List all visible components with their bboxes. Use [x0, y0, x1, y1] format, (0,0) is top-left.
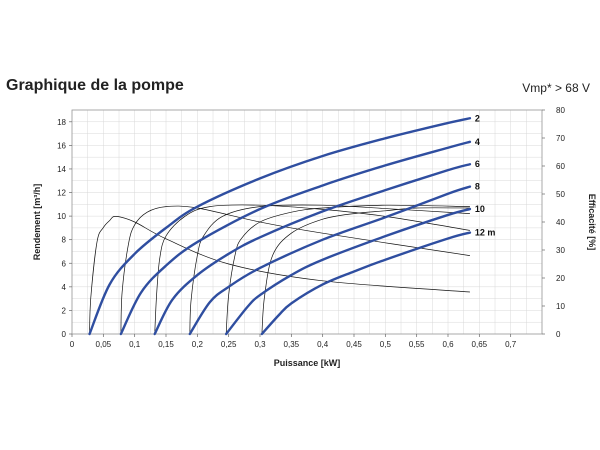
x-tick-label: 0,3	[254, 340, 266, 349]
x-axis-title: Puissance [kW]	[274, 358, 341, 368]
y-tick-label: 0	[62, 330, 67, 339]
series-labels: 2 4 6 8 10 12 m	[475, 113, 496, 237]
y-tick-label: 8	[62, 236, 67, 245]
series-label: 6	[475, 159, 480, 169]
y2-tick-label: 60	[556, 162, 565, 171]
y-tick-label: 12	[57, 189, 66, 198]
x-tick-label: 0,15	[158, 340, 174, 349]
x-tick-label: 0,5	[380, 340, 392, 349]
y2-axis-title: Efficacité [%]	[587, 194, 597, 251]
x-tick-label: 0,65	[472, 340, 488, 349]
flow-curve	[188, 185, 472, 336]
x-tick-label: 0,1	[129, 340, 141, 349]
efficiency-curve	[89, 216, 470, 335]
flow-curve	[224, 207, 472, 336]
efficiency-curve	[225, 204, 470, 335]
x-tick-label: 0,2	[192, 340, 204, 349]
series-label: 8	[475, 182, 480, 192]
x-tick-label: 0	[70, 340, 75, 349]
x-tick-label: 0,6	[442, 340, 454, 349]
flow-curve	[260, 231, 472, 336]
series-label: 4	[475, 137, 480, 147]
axis-ticks: 0 0,05 0,1 0,15 0,2 0,25 0,3 0,35 0,4 0,45 0,5 0,55…	[57, 106, 565, 349]
grid	[71, 109, 543, 335]
y2-tick-label: 20	[556, 274, 565, 283]
x-tick-label: 0,25	[221, 340, 237, 349]
series-label: 2	[475, 113, 480, 123]
y-tick-label: 16	[57, 141, 66, 150]
flow-curves	[88, 117, 472, 336]
y2-tick-label: 30	[556, 246, 565, 255]
series-label: 12 m	[475, 228, 496, 238]
series-label: 10	[475, 204, 485, 214]
efficiency-curve	[189, 204, 470, 335]
x-tick-label: 0,35	[284, 340, 300, 349]
efficiency-curve	[261, 207, 470, 335]
y2-tick-label: 40	[556, 218, 565, 227]
voltage-note: Vmp* > 68 V	[522, 81, 590, 95]
x-tick-label: 0,45	[346, 340, 362, 349]
y2-tick-label: 70	[556, 134, 565, 143]
flow-curve	[119, 140, 472, 336]
y-tick-label: 6	[62, 259, 67, 268]
y2-tick-label: 80	[556, 106, 565, 115]
x-tick-label: 0,4	[317, 340, 329, 349]
flow-curve	[153, 163, 472, 336]
efficiency-curve	[120, 205, 470, 335]
x-tick-label: 0,55	[409, 340, 425, 349]
y-tick-label: 10	[57, 212, 66, 221]
y2-tick-label: 10	[556, 302, 565, 311]
efficiency-curves	[89, 204, 470, 335]
y-axis-title: Rendement [m³/h]	[32, 184, 42, 261]
flow-curve	[88, 117, 472, 336]
x-tick-label: 0,05	[96, 340, 112, 349]
chart-title: Graphique de la pompe	[6, 77, 184, 94]
y-tick-label: 2	[62, 306, 67, 315]
y2-tick-label: 50	[556, 190, 565, 199]
y-tick-label: 18	[57, 118, 66, 127]
x-tick-label: 0,7	[505, 340, 517, 349]
y-tick-label: 4	[62, 283, 67, 292]
y2-tick-label: 0	[556, 330, 561, 339]
y-tick-label: 14	[57, 165, 66, 174]
